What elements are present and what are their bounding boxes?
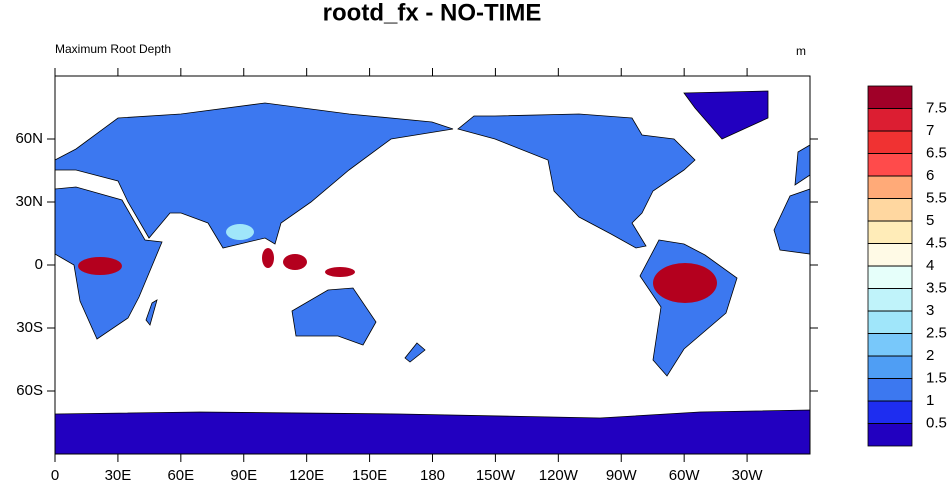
y-tick-label: 30S	[16, 319, 43, 336]
colorbar-label: 7.5	[926, 99, 947, 116]
australia	[291, 287, 377, 346]
colorbar-box	[867, 288, 913, 312]
colorbar-label: 6	[926, 167, 934, 184]
x-tick-label: 120E	[289, 467, 324, 484]
colorbar-label: 4	[926, 257, 934, 274]
colorbar-box	[867, 130, 913, 154]
colorbar-box	[867, 378, 913, 402]
colorbar-box	[867, 153, 913, 177]
title: rootd_fx - NO-TIME	[323, 0, 542, 26]
y-tick-label: 30N	[15, 193, 43, 210]
x-tick-label: 90E	[230, 467, 257, 484]
y-tick-label: 0	[35, 256, 43, 273]
colorbar-label: 1.5	[926, 369, 947, 386]
colorbar-box	[867, 175, 913, 199]
y-tick-label: 60S	[16, 382, 43, 399]
map-layer	[54, 75, 811, 455]
sumatra-deep-roots	[262, 248, 274, 268]
borneo-deep-roots	[283, 254, 307, 270]
colorbar-box	[867, 310, 913, 334]
colorbar-box	[867, 220, 913, 244]
x-tick-label: 90W	[606, 467, 638, 484]
subtitle-right: m	[796, 44, 806, 58]
x-tick-label: 180	[420, 467, 445, 484]
southeast-asia-patch	[226, 224, 254, 240]
x-tick-label: 60W	[669, 467, 701, 484]
colorbar-label: 2.5	[926, 324, 947, 341]
colorbar-label: 3.5	[926, 279, 947, 296]
antarctica	[54, 409, 811, 455]
colorbar-box	[867, 243, 913, 267]
colorbar-label: 1	[926, 392, 934, 409]
x-tick-label: 30W	[732, 467, 764, 484]
colorbar-box	[867, 423, 913, 447]
colorbar-label: 6.5	[926, 144, 947, 161]
x-tick-label: 120W	[539, 467, 579, 484]
colorbar-label: 2	[926, 347, 934, 364]
congo-deep-roots	[78, 257, 122, 275]
colorbar-box	[867, 400, 913, 424]
colorbar-box	[867, 333, 913, 357]
amazon-deep-roots	[653, 263, 717, 303]
x-tick-label: 30E	[105, 467, 132, 484]
colorbar-box	[867, 108, 913, 132]
north-america	[457, 113, 696, 249]
new-guinea-deep-roots	[325, 267, 355, 277]
x-tick-label: 150W	[476, 467, 516, 484]
colorbar-label: 5.5	[926, 189, 947, 206]
colorbar-box	[867, 355, 913, 379]
eurasia	[54, 102, 454, 249]
y-tick-label: 60N	[15, 130, 43, 147]
x-tick-label: 150E	[352, 467, 387, 484]
colorbar-box	[867, 265, 913, 289]
x-tick-label: 60E	[167, 467, 194, 484]
colorbar-box	[867, 85, 913, 109]
colorbar-label: 7	[926, 122, 934, 139]
new-zealand	[404, 342, 426, 363]
madagascar	[145, 299, 158, 326]
colorbar-box	[867, 198, 913, 222]
colorbar-label: 0.5	[926, 414, 947, 431]
colorbar-label: 4.5	[926, 234, 947, 251]
colorbar-label: 3	[926, 302, 934, 319]
subtitle-left: Maximum Root Depth	[55, 42, 171, 56]
colorbar-label: 5	[926, 212, 934, 229]
greenland	[683, 90, 769, 140]
x-tick-label: 0	[51, 467, 59, 484]
